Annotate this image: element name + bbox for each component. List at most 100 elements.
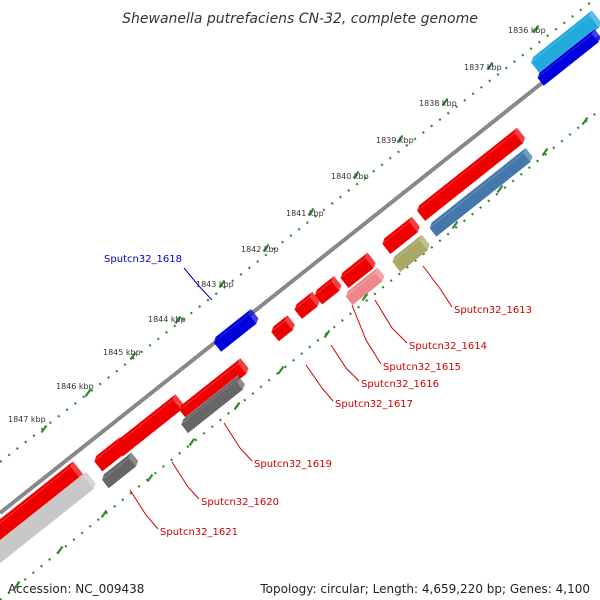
inner-major-tick: [233, 401, 241, 411]
kbp-label: 1847 kbp: [8, 415, 46, 424]
inner-major-tick: [361, 292, 369, 302]
gene-1613-red: [416, 126, 525, 221]
gene-labels: Sputcn32_1613 Sputcn32_1614 Sputcn32_1615 S…: [104, 254, 532, 538]
gene-1620-side: [173, 394, 184, 410]
kbp-major-tick: [129, 351, 137, 361]
kbp-label: 1841 kbp: [286, 209, 324, 218]
leader-sputcn32_1613: [422, 265, 453, 308]
inner-major-tick: [581, 116, 589, 126]
kbp-major-tick: [84, 388, 92, 398]
gene-label-sputcn32_1616: Sputcn32_1616: [361, 379, 439, 390]
kbp-major-tick: [532, 24, 540, 34]
gene-1617c-body: [271, 320, 293, 342]
gene-1613-steelblue-side: [523, 147, 533, 162]
genome-backbone: [0, 35, 600, 515]
gene-1618-body: [213, 314, 257, 352]
gene-1615: [339, 251, 376, 288]
gene-1620b-body: [94, 442, 126, 472]
gene-1617c-side: [285, 315, 295, 331]
gene-1619-gray-side: [236, 375, 245, 390]
gene-1617c: [270, 314, 295, 342]
gene-1836-blue: [536, 27, 600, 86]
inner-tick-track: [0, 109, 600, 600]
gene-1618-side: [248, 308, 259, 324]
gene-1617b-side: [310, 291, 320, 307]
gene-1620-body: [114, 399, 182, 457]
gene-1620b-side: [117, 437, 128, 453]
gene-label-sputcn32_1613: Sputcn32_1613: [454, 305, 532, 316]
gene-1621-side: [70, 461, 84, 480]
gene-1619-side: [238, 358, 249, 374]
kbp-major-tick: [174, 315, 182, 325]
gene-label-sputcn32_1620: Sputcn32_1620: [201, 497, 279, 508]
kbp-label: 1844 kbp: [148, 315, 186, 324]
leader-sputcn32_1617: [305, 364, 334, 402]
gene-1836-lightblue-side: [589, 10, 600, 28]
kbp-label: 1840 kbp: [331, 172, 369, 181]
gene-label-sputcn32_1615: Sputcn32_1615: [383, 362, 461, 373]
inner-major-tick: [13, 580, 21, 590]
gene-1620-gray: [101, 451, 139, 489]
kbp-label: 1837 kbp: [464, 63, 502, 72]
inner-major-tick: [541, 147, 549, 157]
gene-1621-lightgray-body: [0, 477, 94, 564]
gene-label-sputcn32_1618: Sputcn32_1618: [104, 254, 182, 265]
kbp-label: 1839 kbp: [376, 136, 414, 145]
inner-major-tick: [277, 365, 285, 375]
gene-1615-side: [365, 252, 376, 269]
gene-1616-body: [345, 272, 383, 306]
inner-major-tick: [323, 329, 331, 339]
kbp-ticks: [13, 24, 589, 590]
gene-1614-body: [382, 222, 418, 254]
kbp-major-tick: [262, 243, 270, 253]
gene-1617-side: [331, 276, 342, 291]
inner-major-tick: [146, 473, 154, 483]
gene-1614-olive-side: [419, 234, 430, 251]
gene-1836-lightblue: [530, 9, 600, 75]
kbp-label: 1843 kbp: [196, 280, 234, 289]
gene-1616: [345, 266, 385, 306]
gene-1620-gray-body: [101, 457, 137, 489]
gene-1613-red-side: [514, 127, 525, 144]
kbp-major-tick: [441, 97, 449, 107]
gene-features: [0, 9, 600, 564]
gene-1836-blue-side: [592, 28, 600, 43]
leader-sputcn32_1618: [183, 267, 213, 301]
gene-label-sputcn32_1617: Sputcn32_1617: [335, 399, 413, 410]
gene-1617b-body: [294, 297, 318, 319]
leader-sputcn32_1620: [171, 461, 200, 500]
gene-1836-blue-body: [537, 34, 599, 86]
gene-1619-gray-body: [181, 380, 243, 434]
gene-1614: [381, 215, 420, 254]
kbp-major-tick: [396, 134, 404, 144]
topology-text: Topology: circular; Length: 4,659,220 bp…: [260, 582, 590, 596]
kbp-major-tick: [352, 170, 360, 180]
gene-1613-steelblue: [428, 147, 533, 237]
gene-1621-lightgray-side: [84, 471, 96, 489]
gene-1619-gray: [180, 374, 245, 434]
gene-1615-body: [340, 258, 374, 288]
leader-sputcn32_1615: [351, 304, 382, 365]
gene-1614-side: [409, 216, 420, 233]
kbp-major-tick: [486, 61, 494, 71]
kbp-major-tick: [218, 279, 226, 289]
leader-sputcn32_1614: [374, 299, 408, 344]
gene-label-sputcn32_1614: Sputcn32_1614: [409, 341, 487, 352]
inner-major-tick: [451, 220, 459, 230]
leader-sputcn32_1616: [330, 344, 360, 382]
gene-1614-olive: [391, 233, 430, 272]
leader-sputcn32_1621: [129, 489, 159, 530]
kbp-label: 1842 kbp: [241, 245, 279, 254]
gene-label-sputcn32_1619: Sputcn32_1619: [254, 459, 332, 470]
kbp-label: 1846 kbp: [56, 382, 94, 391]
gene-1621-lightgray: [0, 470, 96, 564]
gene-1617b: [293, 290, 320, 319]
kbp-label: 1836 kbp: [508, 26, 546, 35]
kbp-major-tick: [40, 424, 48, 434]
inner-major-tick: [100, 509, 108, 519]
gene-1617: [314, 275, 342, 305]
kbp-label: 1838 kbp: [419, 99, 457, 108]
kbp-scale: 1836 kbp 1837 kbp 1838 kbp 1839 kbp 1840 kbp…: [8, 26, 546, 424]
map-title: Shewanella putrefaciens CN-32, complete …: [122, 11, 478, 27]
